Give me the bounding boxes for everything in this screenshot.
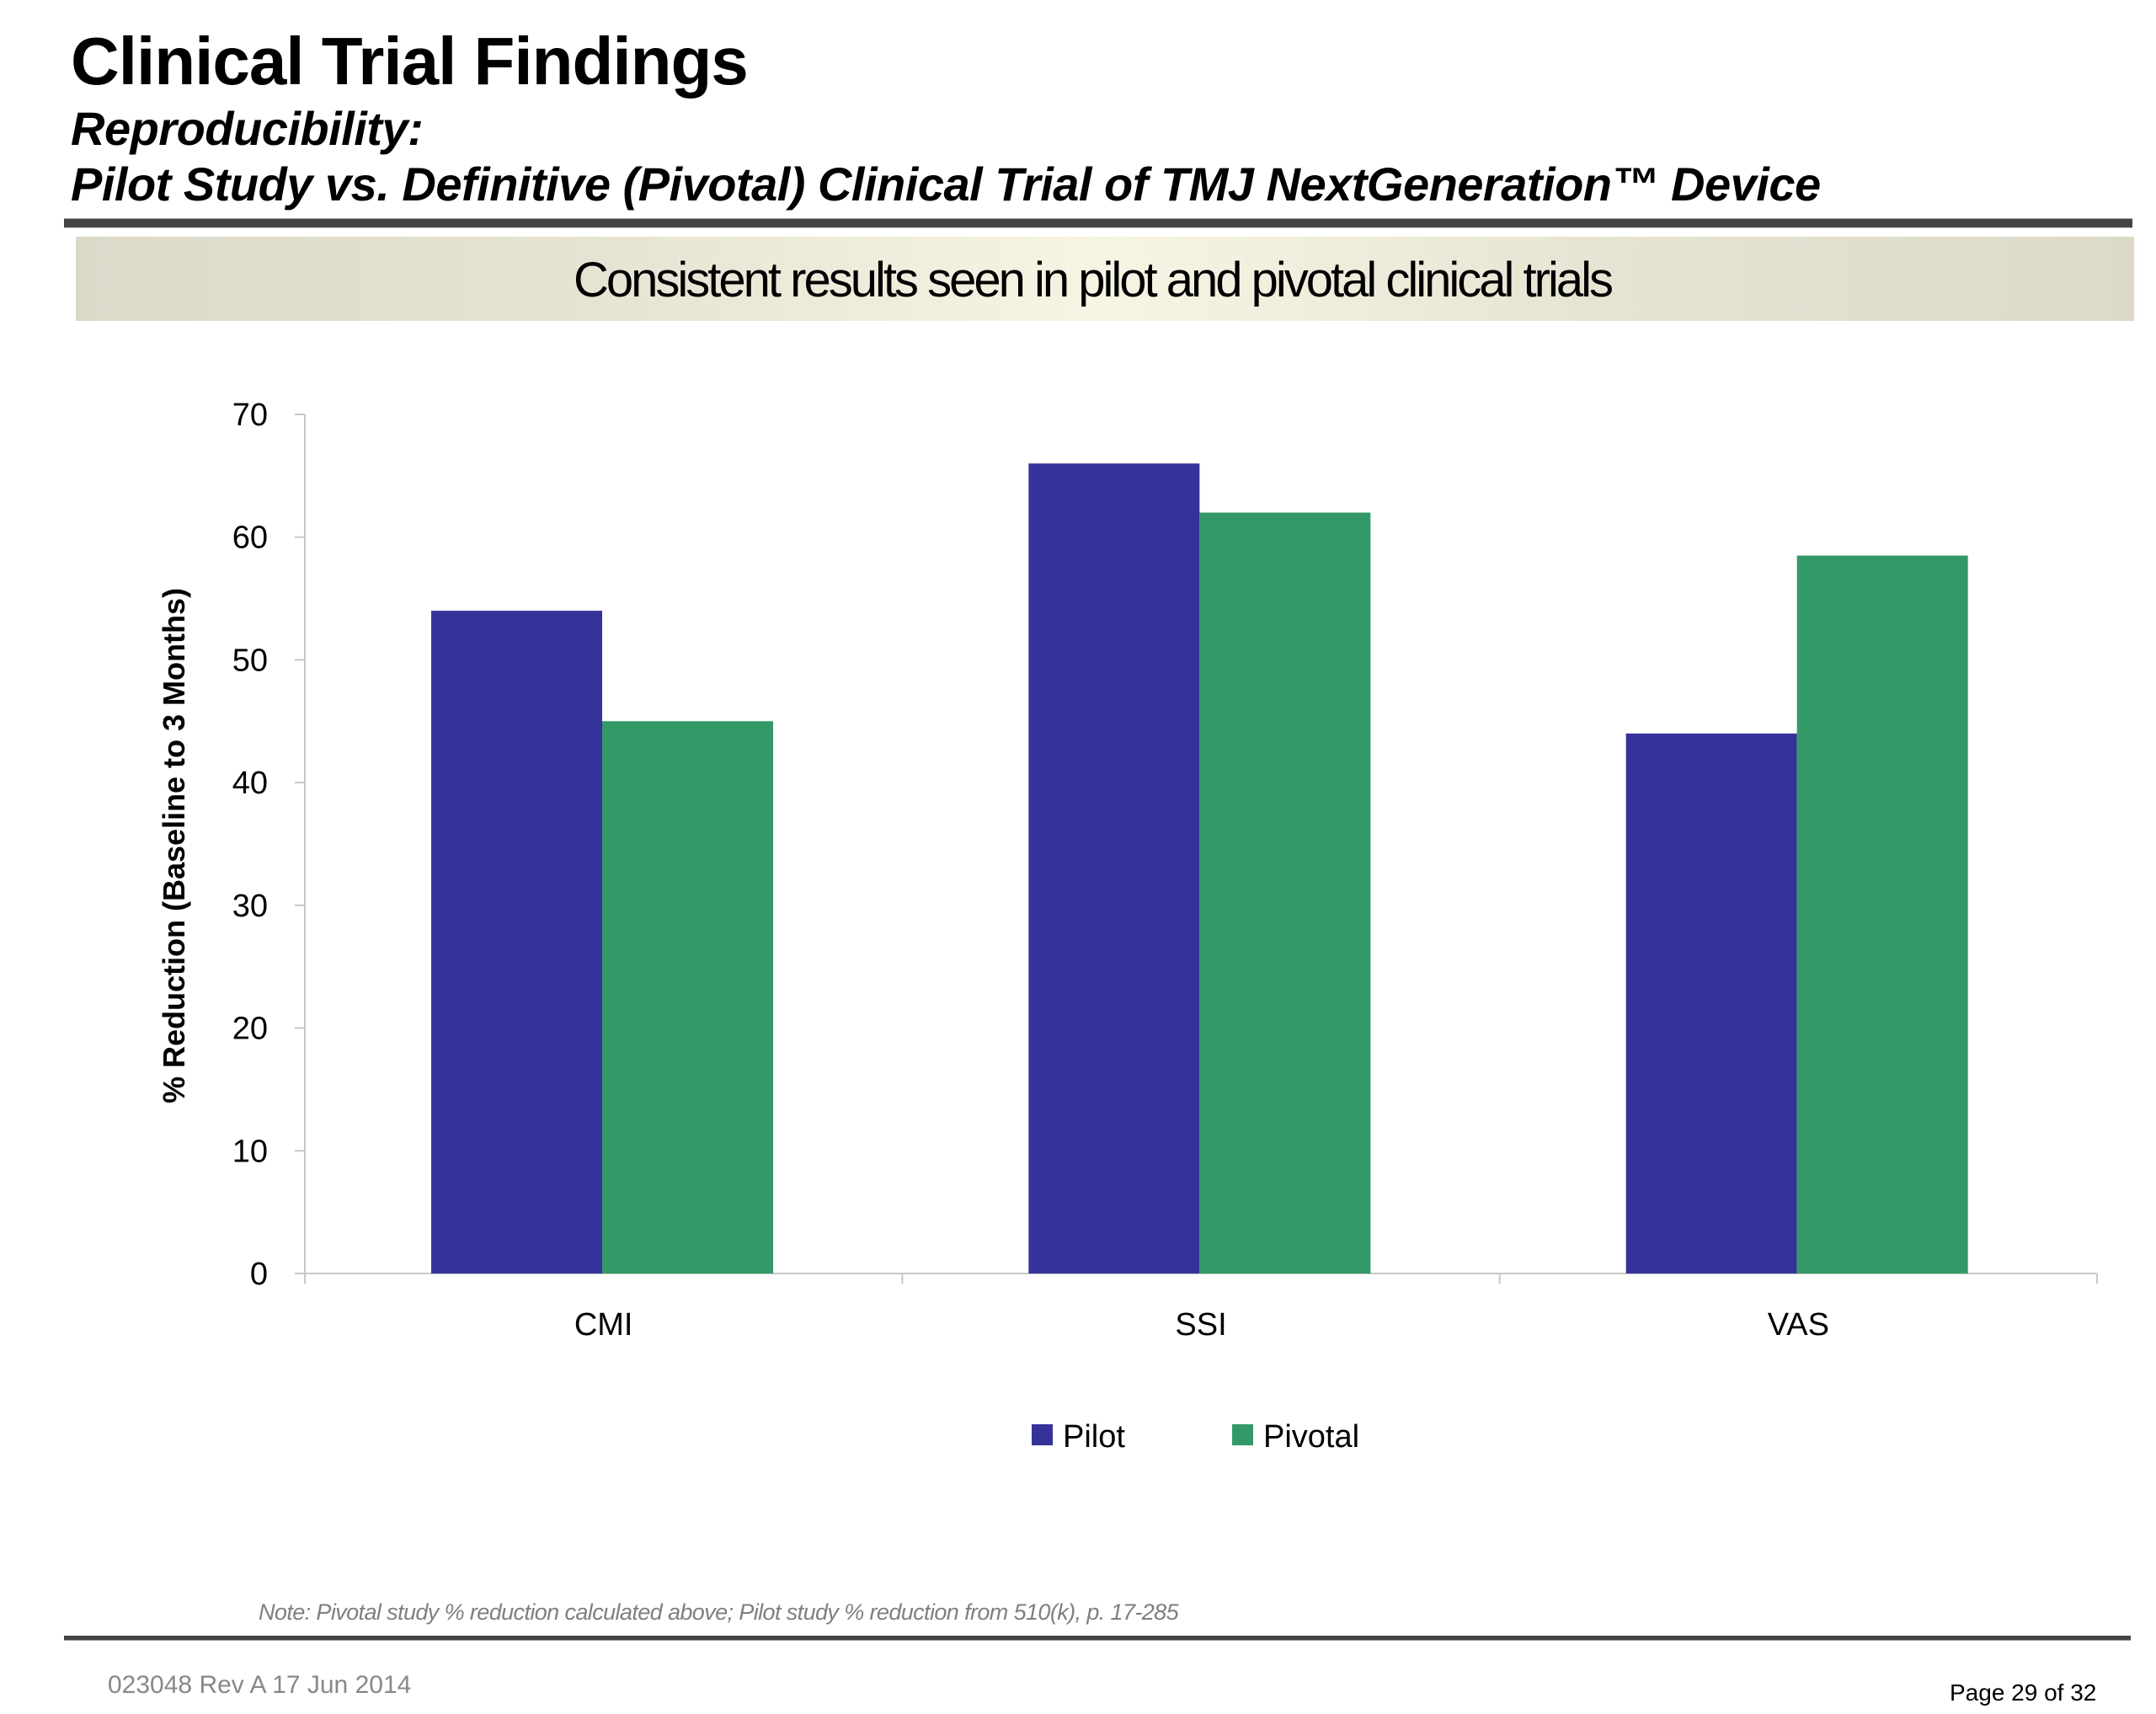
page-title: Clinical Trial Findings xyxy=(71,24,749,99)
footer-divider xyxy=(64,1636,2131,1641)
bar-pivotal-vas xyxy=(1796,555,1968,1273)
bar-pilot-cmi xyxy=(431,611,602,1273)
bar-pivotal-ssi xyxy=(1199,512,1371,1273)
banner-text: Consistent results seen in pilot and piv… xyxy=(573,253,1614,307)
chart-labels: 0 10 20 30 40 50 60 70 CMI SSI VAS xyxy=(232,398,1829,1343)
y-tick-label: 40 xyxy=(232,766,268,801)
x-category-label: SSI xyxy=(1175,1307,1226,1343)
y-tick-label: 0 xyxy=(250,1257,268,1292)
x-category-label: CMI xyxy=(574,1307,633,1343)
legend-swatch-pilot xyxy=(1032,1424,1053,1445)
legend-swatch-pivotal xyxy=(1232,1424,1253,1445)
legend-label-pivotal: Pivotal xyxy=(1263,1419,1359,1455)
header-divider xyxy=(64,218,2132,228)
subtitle-line-1: Reproducibility: xyxy=(71,102,424,155)
bar-pilot-ssi xyxy=(1028,463,1200,1273)
y-tick-label: 20 xyxy=(232,1012,268,1047)
y-axis-label: % Reduction (Baseline to 3 Months) xyxy=(157,588,191,1103)
x-category-label: VAS xyxy=(1768,1307,1829,1343)
bar-pivotal-cmi xyxy=(602,721,773,1273)
y-tick-label: 10 xyxy=(232,1134,268,1169)
bar-pilot-vas xyxy=(1625,733,1797,1273)
legend-label-pilot: Pilot xyxy=(1063,1419,1125,1455)
y-tick-label: 70 xyxy=(232,398,268,433)
y-tick-label: 30 xyxy=(232,889,268,924)
page-number: Page 29 of 32 xyxy=(1950,1679,2097,1706)
document-id: 023048 Rev A 17 Jun 2014 xyxy=(108,1671,412,1699)
bar-chart: 0 10 20 30 40 50 60 70 CMI SSI VAS % Reduction (Ba… xyxy=(157,398,2098,1455)
chart-bars xyxy=(431,463,1968,1273)
y-tick-label: 60 xyxy=(232,521,268,556)
key-message-banner: Consistent results seen in pilot and piv… xyxy=(76,237,2134,321)
subtitle-line-2: Pilot Study vs. Definitive (Pivotal) Cli… xyxy=(71,158,1821,211)
footnote: Note: Pivotal study % reduction calculat… xyxy=(259,1599,1179,1625)
chart-legend: Pilot Pivotal xyxy=(1032,1419,1359,1455)
y-tick-label: 50 xyxy=(232,643,268,678)
